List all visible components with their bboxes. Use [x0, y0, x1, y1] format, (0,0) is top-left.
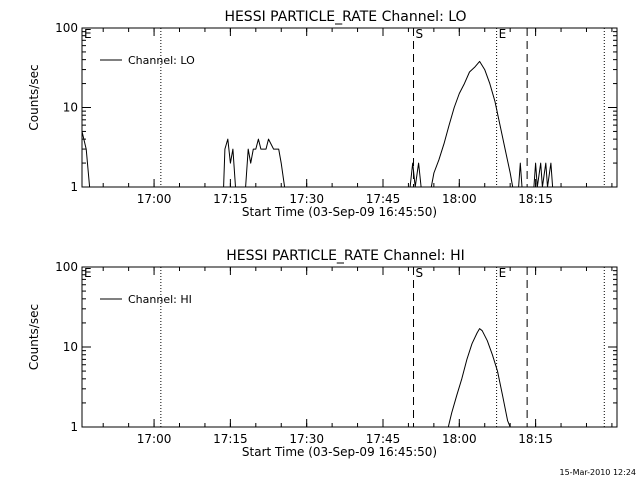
- x-tick-label: 18:00: [442, 192, 477, 206]
- x-tick-label: 18:15: [518, 432, 553, 446]
- marker-label: E: [84, 27, 92, 41]
- y-axis-label: Counts/sec: [27, 64, 41, 130]
- chart-title: HESSI PARTICLE_RATE Channel: HI: [226, 248, 464, 264]
- legend-label: Channel: HI: [128, 293, 192, 306]
- x-tick-label: 17:30: [289, 432, 324, 446]
- marker-label: S: [416, 266, 424, 280]
- lo-channel-panel: HESSI PARTICLE_RATE Channel: LO 17:00 17:1…: [27, 9, 618, 219]
- y-tick-label: 1: [70, 420, 78, 434]
- series-line: [81, 60, 554, 188]
- hi-channel-panel: HESSI PARTICLE_RATE Channel: HI 17:00 17:1…: [27, 248, 618, 459]
- plot-frame: [81, 266, 618, 428]
- x-axis-label: Start Time (03-Sep-09 16:45:50): [242, 205, 437, 219]
- x-tick-label: 17:15: [213, 432, 248, 446]
- series-line: [447, 328, 511, 428]
- x-tick-label: 18:15: [518, 192, 553, 206]
- x-tick-label: 17:15: [213, 192, 248, 206]
- y-tick-label: 100: [55, 21, 78, 35]
- marker-label: S: [416, 27, 424, 41]
- x-tick-label: 17:45: [366, 432, 401, 446]
- y-tick-label: 1: [70, 180, 78, 194]
- x-tick-label: 17:00: [137, 432, 172, 446]
- marker-label: E: [84, 266, 92, 280]
- plot-timestamp: 15-Mar-2010 12:24: [560, 468, 637, 477]
- y-tick-label: 10: [63, 101, 78, 115]
- x-tick-label: 17:30: [289, 192, 324, 206]
- y-tick-label: 10: [63, 340, 78, 354]
- x-tick-label: 17:45: [366, 192, 401, 206]
- y-axis-label: Counts/sec: [27, 304, 41, 370]
- x-tick-label: 17:00: [137, 192, 172, 206]
- y-tick-label: 100: [55, 260, 78, 274]
- x-axis-label: Start Time (03-Sep-09 16:45:50): [242, 445, 437, 459]
- x-tick-label: 18:00: [442, 432, 477, 446]
- marker-label: E: [499, 266, 507, 280]
- plot-frame: [81, 27, 618, 188]
- legend-label: Channel: LO: [128, 54, 195, 67]
- chart-title: HESSI PARTICLE_RATE Channel: LO: [224, 9, 466, 25]
- marker-label: E: [499, 27, 507, 41]
